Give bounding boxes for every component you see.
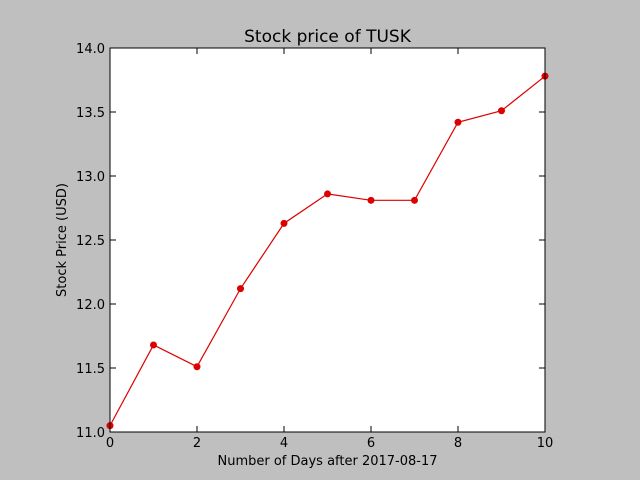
x-tick-label: 2	[193, 436, 201, 451]
data-point	[367, 196, 375, 204]
plot-area	[110, 48, 545, 432]
x-tick-labels: 0 2 4 6 8 10	[106, 436, 553, 451]
series-layer	[106, 72, 549, 430]
x-tick-label: 10	[537, 436, 554, 451]
y-tick-label: 12.5	[76, 234, 105, 249]
data-point	[454, 118, 462, 126]
data-point	[411, 196, 418, 204]
x-tick-label: 6	[367, 436, 375, 451]
y-axis-title: Stock Price (USD)	[55, 183, 70, 297]
x-tick-label: 4	[280, 436, 288, 451]
x-tick-label: 0	[106, 436, 114, 451]
data-point	[193, 363, 201, 371]
x-tick-label: 8	[454, 436, 462, 451]
data-point	[280, 219, 288, 227]
y-tick-label: 14.0	[76, 42, 105, 57]
x-axis-title: Number of Days after 2017-08-17	[217, 454, 437, 469]
chart-title: Stock price of TUSK	[244, 27, 412, 47]
y-tick-label: 13.0	[76, 170, 105, 185]
y-tick-label: 11.0	[76, 426, 105, 441]
y-tick-label: 12.0	[76, 298, 105, 313]
data-point	[237, 285, 244, 293]
data-point	[324, 190, 331, 198]
data-point	[498, 107, 505, 115]
y-tick-labels: 11.0 11.5 12.0 12.5 13.0 13.5 14.0	[76, 42, 105, 441]
y-tick-label: 11.5	[76, 362, 105, 377]
y-tick-label: 13.5	[76, 106, 105, 121]
data-point	[150, 341, 157, 349]
plot-frame	[109, 47, 546, 433]
